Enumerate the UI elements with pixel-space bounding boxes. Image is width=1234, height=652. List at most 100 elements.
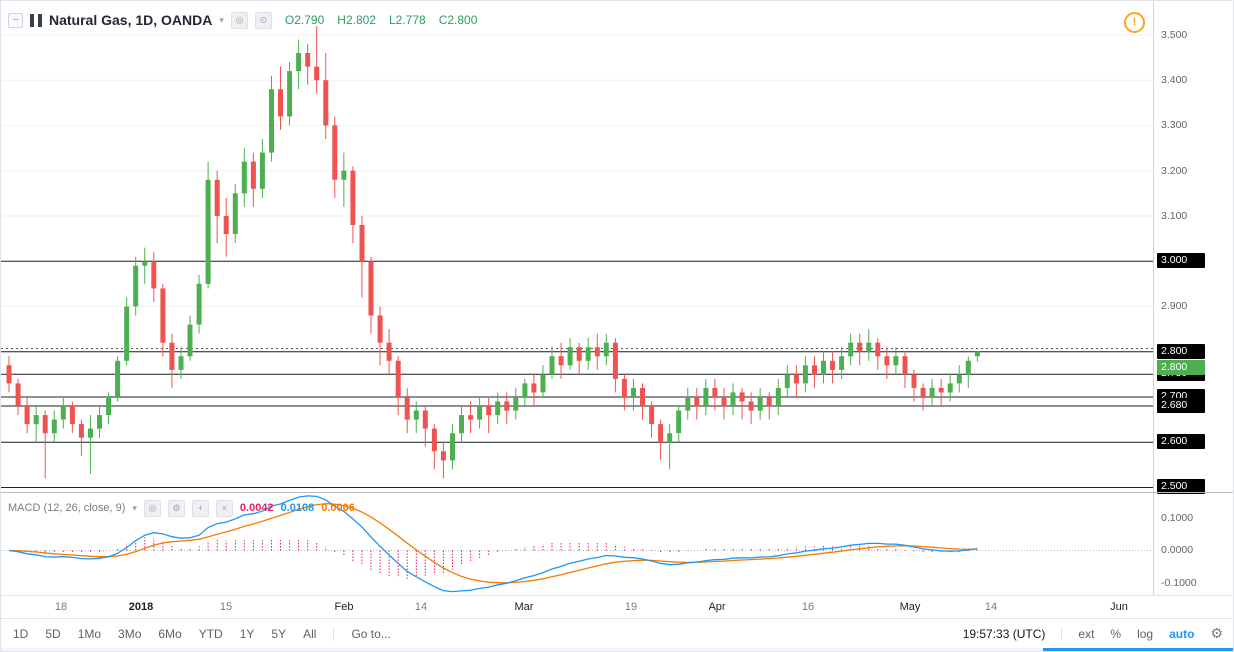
horizontal-scrollbar-track[interactable] [1,648,1233,651]
time-axis-label[interactable]: Mar [514,601,534,613]
candle [974,350,980,362]
price-axis[interactable]: 3.500 3.400 3.300 3.200 3.100 2.900 3.000 2.800… [1153,1,1233,595]
candle [422,406,428,447]
candle [24,397,30,434]
candle [440,442,446,479]
candle [404,387,410,434]
scale-options: ext% log auto [1078,627,1194,641]
scale-option-log[interactable]: log [1137,626,1154,641]
candle [540,365,546,397]
goto-button[interactable]: Go to... [351,626,391,641]
candle [196,274,202,334]
candle [332,116,338,198]
range-button-1y[interactable]: 1Y [239,626,255,641]
time-axis-label[interactable]: May [899,601,921,613]
price-level-badge: 2.800 [1157,344,1205,359]
candle [178,347,184,379]
time-axis-label[interactable]: Feb [334,601,354,613]
macd-tick-label: 0.1000 [1161,512,1194,524]
gear-icon[interactable]: ⚙ [167,499,185,517]
open-value: O2.790 [284,13,325,27]
close-icon[interactable]: × [215,499,233,517]
candle [51,410,57,443]
price-chart-canvas[interactable] [1,1,1153,595]
chevron-down-icon[interactable]: ▾ [219,14,224,25]
candle [205,161,211,289]
settings-gear-icon[interactable]: ⚙ [1210,625,1223,641]
time-axis-label[interactable]: 16 [801,601,815,613]
candle [450,424,455,470]
candle [33,406,39,443]
candle [594,333,600,370]
time-axis-label[interactable]: 14 [984,601,998,613]
candle [259,139,265,198]
candle [241,148,247,207]
signal-line [8,503,978,584]
series-settings-icon[interactable]: ⊙ [254,11,272,29]
divider [333,626,335,641]
scale-option-auto[interactable]: auto [1169,626,1195,641]
candle [151,252,157,302]
macd-label[interactable]: MACD (12, 26, close, 9) [8,502,126,514]
candle [893,347,899,375]
macd-histogram-value: 0.0042 [239,502,274,514]
scale-option-percent[interactable]: % [1110,626,1122,641]
candle [830,351,836,384]
time-axis-label[interactable]: 15 [219,601,233,613]
macd-signal-value: 0.0006 [321,502,355,514]
candle [133,256,139,316]
candle [531,374,537,406]
candle [676,406,682,443]
symbol-title[interactable]: Natural Gas, 1D, OANDA [49,12,213,28]
candle [603,333,609,366]
time-axis-label[interactable]: 14 [414,601,428,613]
candle [504,392,510,425]
time-axis[interactable]: 18 2018 15 Feb 14 Mar 19 Apr 16 May 14 Jun [1,595,1233,618]
scale-option-ext[interactable]: ext [1078,626,1095,641]
time-axis-label[interactable]: Apr [708,601,726,613]
candle [775,378,781,416]
candle [667,424,673,470]
range-button-6mo[interactable]: 6Mo [158,626,182,641]
time-axis-label[interactable]: 2018 [128,601,154,613]
range-button-1mo[interactable]: 1Mo [77,626,102,641]
horizontal-scrollbar-thumb[interactable] [1043,648,1233,651]
candle [305,44,311,85]
visibility-icon[interactable]: ◎ [230,11,248,29]
candle [15,378,21,416]
candle [124,297,130,366]
candle [278,66,283,130]
collapse-panel-icon[interactable]: − [8,12,23,28]
price-tick-label: 3.300 [1161,119,1188,131]
current-price-badge: 2.800 [1157,360,1205,375]
range-button-5d[interactable]: 5D [45,626,61,641]
candle [694,387,700,420]
range-button-all[interactable]: All [303,626,317,641]
candle [250,152,256,207]
macd-histogram [17,537,978,579]
candle [748,392,754,425]
price-tick-label: 3.500 [1161,29,1188,41]
range-button-ytd[interactable]: YTD [198,626,223,641]
range-button-5y[interactable]: 5Y [271,626,287,641]
alert-icon[interactable]: ! [1124,12,1145,33]
clock-label[interactable]: 19:57:33 (UTC) [962,626,1046,641]
time-axis-label[interactable]: 19 [624,601,638,613]
time-axis-label[interactable]: 18 [54,601,68,613]
chevron-down-icon[interactable]: ▾ [132,502,137,513]
time-axis-label[interactable]: Jun [1110,601,1128,613]
price-tick-label: 3.100 [1161,210,1188,222]
pane-divider[interactable] [1,492,1233,493]
candle [739,387,745,420]
eye-icon[interactable]: ◎ [143,499,161,517]
candle [287,62,293,126]
candle [350,166,356,244]
add-icon[interactable]: + [191,499,209,517]
range-button-1d[interactable]: 1D [13,626,29,641]
macd-line-value: 0.0108 [280,502,315,514]
candle [685,387,691,420]
range-button-3mo[interactable]: 3Mo [118,626,142,641]
macd-tick-label: -0.1000 [1161,577,1197,589]
price-level-badge: 2.680 [1157,398,1205,413]
candle [468,401,474,434]
